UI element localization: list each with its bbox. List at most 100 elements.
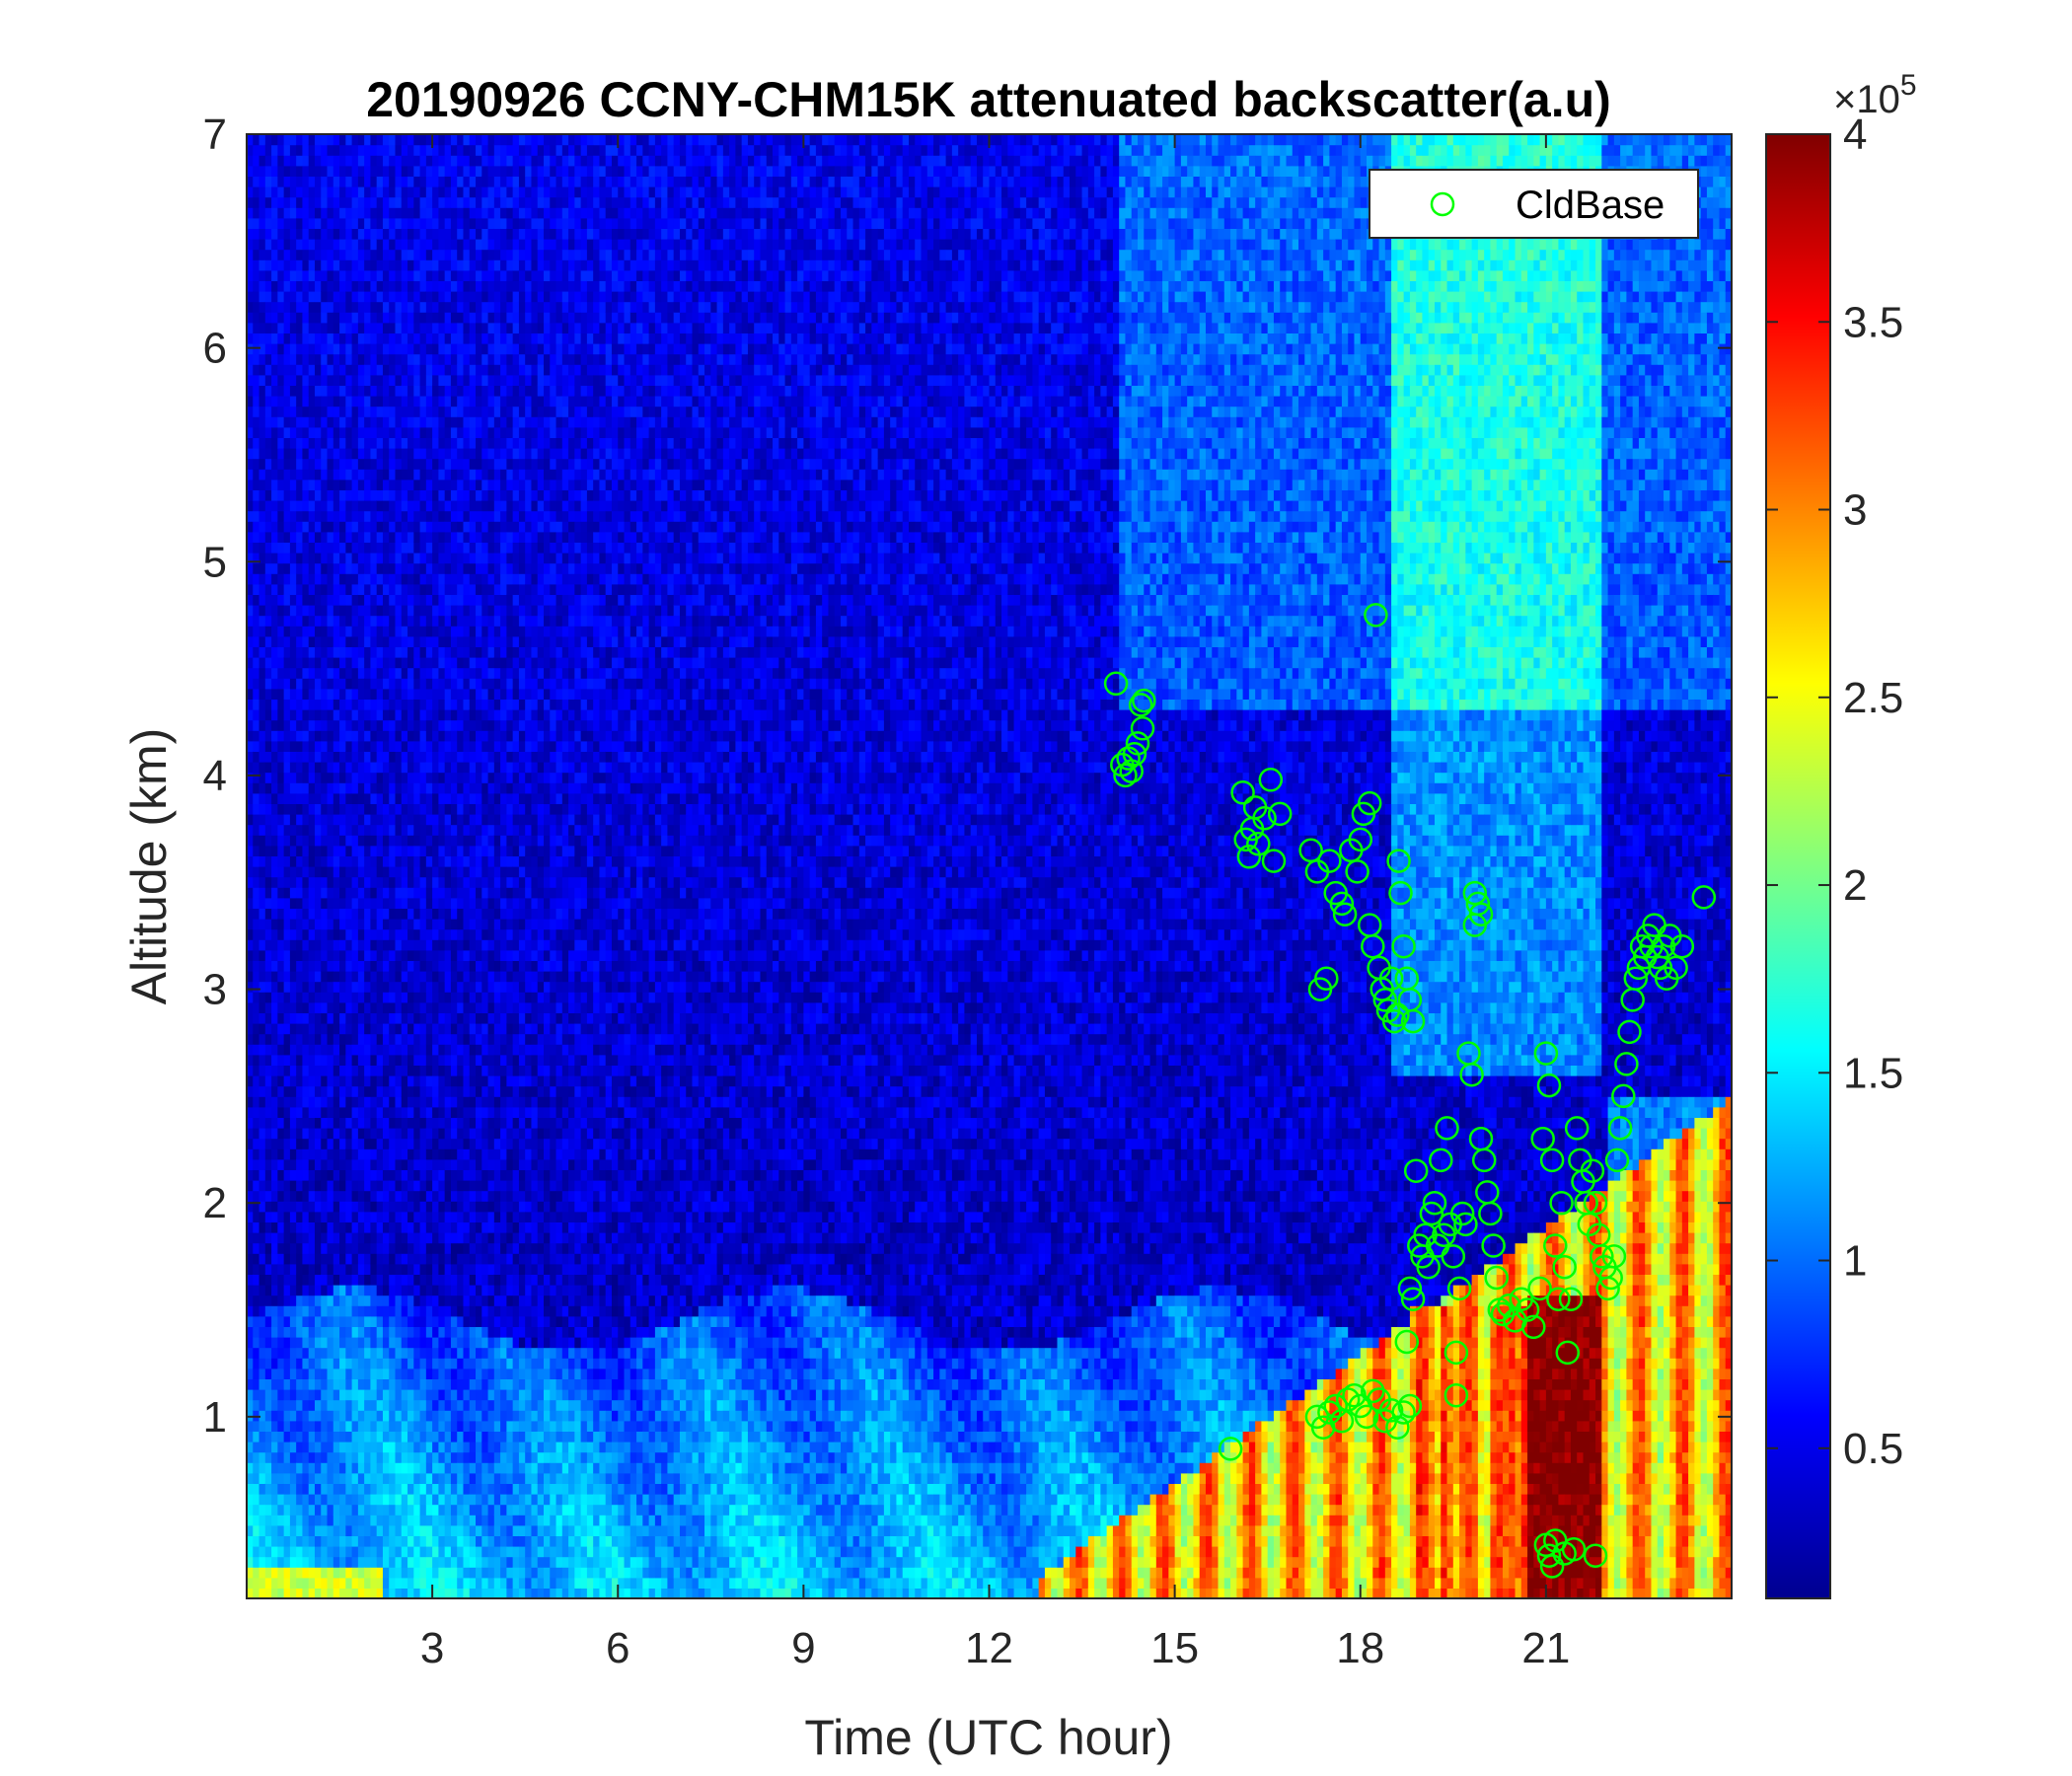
heatmap-cell: [302, 1191, 309, 1202]
heatmap-cell: [377, 1096, 384, 1107]
heatmap-cell: [247, 166, 254, 177]
heatmap-cell: [339, 416, 346, 427]
heatmap-cell: [426, 1535, 433, 1546]
heatmap-cell: [296, 1557, 303, 1568]
heatmap-cell: [247, 1525, 254, 1536]
heatmap-cell: [426, 500, 433, 511]
heatmap-cell: [364, 1086, 371, 1097]
heatmap-cell: [402, 437, 408, 448]
heatmap-cell: [352, 500, 359, 511]
heatmap-cell: [463, 1326, 470, 1337]
heatmap-cell: [247, 532, 254, 543]
heatmap-cell: [438, 1212, 445, 1222]
heatmap-cell: [277, 218, 284, 229]
heatmap-cell: [463, 1557, 470, 1568]
heatmap-cell: [302, 343, 309, 354]
heatmap-cell: [420, 155, 427, 166]
heatmap-cell: [315, 489, 322, 500]
heatmap-cell: [358, 1462, 365, 1473]
heatmap-cell: [302, 908, 309, 919]
heatmap-cell: [420, 835, 427, 846]
heatmap-cell: [413, 1535, 420, 1546]
heatmap-cell: [259, 1295, 266, 1306]
heatmap-cell: [247, 584, 254, 595]
heatmap-cell: [253, 145, 259, 156]
heatmap-cell: [364, 825, 371, 836]
heatmap-cell: [352, 1546, 359, 1557]
heatmap-cell: [451, 323, 458, 333]
heatmap-cell: [265, 960, 272, 971]
heatmap-cell: [457, 1264, 464, 1275]
heatmap-cell: [364, 521, 371, 532]
heatmap-cell: [383, 605, 390, 616]
heatmap-cell: [358, 1535, 365, 1546]
heatmap-cell: [432, 532, 439, 543]
heatmap-cell: [432, 950, 439, 961]
heatmap-cell: [277, 1264, 284, 1275]
heatmap-cell: [420, 1012, 427, 1023]
heatmap-cell: [451, 553, 458, 563]
heatmap-cell: [420, 333, 427, 343]
heatmap-cell: [339, 1473, 346, 1484]
heatmap-cell: [445, 877, 452, 888]
heatmap-cell: [290, 960, 297, 971]
heatmap-cell: [383, 1139, 390, 1149]
heatmap-cell: [345, 1044, 352, 1055]
heatmap-cell: [339, 1159, 346, 1170]
heatmap-cell: [358, 1232, 365, 1243]
heatmap-cell: [290, 480, 297, 490]
heatmap-cell: [315, 1023, 322, 1034]
heatmap-cell: [445, 1212, 452, 1222]
heatmap-cell: [463, 1535, 470, 1546]
heatmap-cell: [352, 877, 359, 888]
heatmap-cell: [364, 459, 371, 470]
heatmap-cell: [370, 469, 377, 480]
heatmap-cell: [315, 1107, 322, 1118]
heatmap-cell: [370, 919, 377, 929]
heatmap-cell: [290, 207, 297, 218]
heatmap-cell: [277, 730, 284, 741]
heatmap-cell: [309, 145, 316, 156]
heatmap-cell: [296, 259, 303, 270]
heatmap-cell: [438, 992, 445, 1002]
heatmap-cell: [451, 730, 458, 741]
heatmap-cell: [247, 1139, 254, 1149]
heatmap-cell: [438, 489, 445, 500]
heatmap-cell: [445, 689, 452, 700]
heatmap-cell: [407, 1578, 414, 1589]
heatmap-cell: [364, 1159, 371, 1170]
heatmap-cell: [352, 218, 359, 229]
heatmap-cell: [389, 908, 396, 919]
heatmap-cell: [271, 960, 278, 971]
heatmap-cell: [333, 291, 340, 302]
heatmap-cell: [339, 1358, 346, 1369]
heatmap-cell: [302, 782, 309, 793]
heatmap-cell: [345, 668, 352, 679]
heatmap-cell: [284, 480, 291, 490]
heatmap-cell: [407, 1348, 414, 1359]
heatmap-cell: [445, 898, 452, 909]
heatmap-cell: [451, 448, 458, 459]
heatmap-cell: [259, 877, 266, 888]
heatmap-cell: [358, 636, 365, 647]
heatmap-cell: [290, 751, 297, 762]
heatmap-cell: [420, 134, 427, 145]
heatmap-cell: [377, 427, 384, 438]
heatmap-cell: [370, 762, 377, 773]
heatmap-cell: [402, 919, 408, 929]
heatmap-cell: [370, 1096, 377, 1107]
heatmap-cell: [377, 1159, 384, 1170]
heatmap-cell: [358, 291, 365, 302]
heatmap-cell: [407, 1232, 414, 1243]
heatmap-cell: [396, 186, 403, 197]
heatmap-cell: [407, 364, 414, 375]
heatmap-cell: [438, 207, 445, 218]
heatmap-cell: [271, 302, 278, 313]
heatmap-cell: [364, 480, 371, 490]
heatmap-cell: [396, 375, 403, 386]
heatmap-cell: [277, 1055, 284, 1066]
heatmap-cell: [451, 1442, 458, 1452]
heatmap-cell: [383, 291, 390, 302]
heatmap-cell: [265, 1535, 272, 1546]
heatmap-cell: [358, 448, 365, 459]
